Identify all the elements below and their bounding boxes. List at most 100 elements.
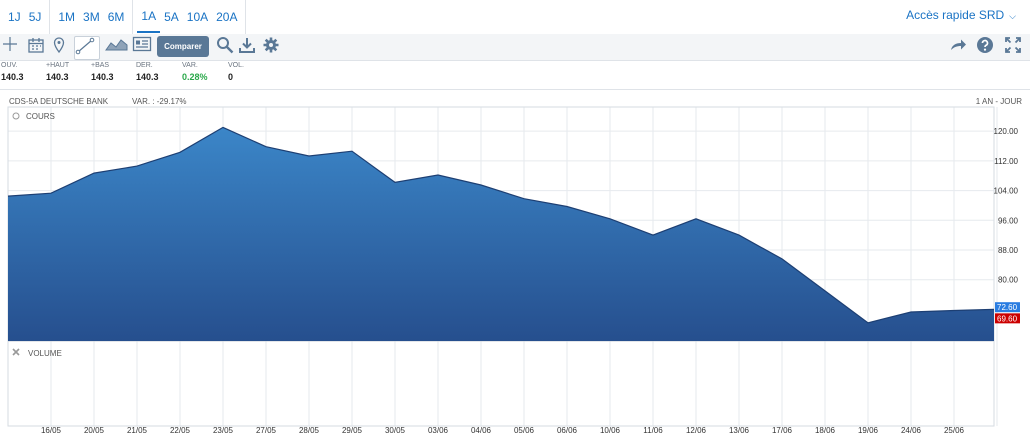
gear-icon xyxy=(263,37,279,53)
low-value-badge: 69.60 xyxy=(995,313,1020,324)
x-tick-label: 21/05 xyxy=(127,426,148,435)
x-tick-label: 24/06 xyxy=(901,426,922,435)
stat-4: VAR. 0.28% xyxy=(182,62,208,82)
stat-label: VOL. xyxy=(228,62,244,69)
period-button-1m[interactable]: 1M xyxy=(58,10,76,24)
stat-label: +HAUT xyxy=(46,62,70,69)
x-tick-label: 10/06 xyxy=(600,426,621,435)
x-tick-label: 05/06 xyxy=(514,426,535,435)
map-pin-icon xyxy=(53,37,65,54)
stat-label: VAR. xyxy=(182,62,198,69)
period-group: 1A 5A 10A 20A xyxy=(133,0,247,34)
x-tick-label: 27/05 xyxy=(256,426,277,435)
y-tick-label: 120.00 xyxy=(994,127,1019,136)
period-group: 1J 5J xyxy=(0,0,51,34)
x-tick-label: 22/05 xyxy=(170,426,191,435)
settings-button[interactable] xyxy=(262,36,284,58)
divider xyxy=(0,89,1030,90)
share-arrow-icon xyxy=(951,39,966,50)
x-tick-label: 28/05 xyxy=(299,426,320,435)
stat-label: OUV. xyxy=(1,62,18,69)
help-button[interactable] xyxy=(976,36,998,58)
x-tick-label: 16/05 xyxy=(41,426,62,435)
low-value-badge-bg xyxy=(995,313,1020,324)
stat-3: DER. 140.3 xyxy=(136,62,159,82)
period-group: 1M 3M 6M xyxy=(50,0,134,34)
chevron-down-icon: ⌵ xyxy=(1009,11,1016,21)
compare-button[interactable]: Comparer xyxy=(157,36,209,57)
y-axis: 80.00 88.00 96.00 104.00 112.00 120.00 xyxy=(994,127,1019,285)
period-button-5j[interactable]: 5J xyxy=(28,10,42,24)
x-tick-label: 23/05 xyxy=(213,426,234,435)
variation-label: VAR. : -29.17% xyxy=(132,97,187,106)
fullscreen-button[interactable] xyxy=(1004,36,1026,58)
stat-value: 0.28% xyxy=(182,72,208,82)
x-tick-label: 13/06 xyxy=(729,426,750,435)
calendar-button[interactable] xyxy=(27,36,49,58)
calendar-icon xyxy=(28,38,44,53)
x-tick-label: 29/05 xyxy=(342,426,363,435)
legend-volume[interactable]: VOLUME xyxy=(12,348,62,358)
period-button-6m[interactable]: 6M xyxy=(107,10,125,24)
x-tick-label: 11/06 xyxy=(643,426,663,435)
line-draw-icon xyxy=(75,37,95,55)
x-tick-label: 18/06 xyxy=(815,426,836,435)
crosshair-icon xyxy=(3,37,17,51)
y-tick-label: 88.00 xyxy=(998,246,1019,255)
stat-2: +BAS 140.3 xyxy=(91,62,114,82)
stat-label: DER. xyxy=(136,62,153,69)
period-button-20a[interactable]: 20A xyxy=(216,10,238,24)
low-value-badge-text: 69.60 xyxy=(997,314,1018,323)
stat-1: +HAUT 140.3 xyxy=(46,62,69,82)
period-button-3m[interactable]: 3M xyxy=(83,10,100,24)
chart-type-button[interactable] xyxy=(105,36,129,58)
line-draw-tool-button[interactable] xyxy=(74,36,100,60)
x-tick-label: 17/06 xyxy=(772,426,793,435)
indicators-button[interactable] xyxy=(132,36,154,58)
last-value-badge: 72.60 xyxy=(995,302,1020,313)
stat-5: VOL. 0 xyxy=(228,62,244,82)
instrument-name: CDS-5A DEUTSCHE BANK xyxy=(9,97,109,106)
chart-toolbar: Comparer xyxy=(0,34,1030,61)
period-button-10a[interactable]: 10A xyxy=(186,10,209,24)
price-area xyxy=(8,127,994,342)
period-button-5a[interactable]: 5A xyxy=(164,10,179,24)
x-tick-label: 06/06 xyxy=(557,426,578,435)
y-tick-label: 96.00 xyxy=(998,216,1019,225)
period-button-1a[interactable]: 1A xyxy=(137,1,161,33)
y-tick-label: 112.00 xyxy=(994,157,1018,166)
stat-label: +BAS xyxy=(91,62,110,69)
quick-access-label: Accès rapide SRD xyxy=(906,8,1005,22)
legend-volume-label: VOLUME xyxy=(28,349,62,358)
period-selector: 1J 5J 1M 3M 6M 1A 5A 10A 20A xyxy=(0,0,250,35)
y-tick-label: 104.00 xyxy=(994,187,1019,196)
stat-value: 140.3 xyxy=(46,72,69,82)
x-tick-label: 03/06 xyxy=(428,426,449,435)
x-tick-label: 19/06 xyxy=(858,426,879,435)
marker-tool-button[interactable] xyxy=(52,36,74,58)
period-label: 1 AN - JOUR xyxy=(975,97,1022,106)
legend-price-icon xyxy=(12,112,20,120)
legend-price-label: COURS xyxy=(26,112,55,121)
y-tick-label: 80.00 xyxy=(998,276,1019,285)
search-icon xyxy=(217,37,234,54)
close-icon xyxy=(12,348,20,356)
last-value-badge-text: 72.60 xyxy=(997,303,1018,312)
x-tick-label: 25/06 xyxy=(944,426,965,435)
quick-access-link[interactable]: Accès rapide SRD ⌵ xyxy=(906,8,1016,22)
download-button[interactable] xyxy=(238,36,260,58)
period-button-1j[interactable]: 1J xyxy=(8,10,21,24)
x-tick-label: 20/05 xyxy=(84,426,105,435)
zoom-button[interactable] xyxy=(216,36,238,58)
fullscreen-icon xyxy=(1005,37,1021,53)
crosshair-tool-button[interactable] xyxy=(2,36,24,58)
last-value-badge-bg xyxy=(995,302,1020,313)
download-icon xyxy=(239,38,255,53)
value-badges: 72.60 69.60 xyxy=(995,302,1020,324)
stat-value: 0 xyxy=(228,72,234,82)
price-line xyxy=(7,126,995,324)
x-tick-label: 30/05 xyxy=(385,426,406,435)
x-tick-label: 04/06 xyxy=(471,426,492,435)
share-button[interactable] xyxy=(949,36,971,58)
